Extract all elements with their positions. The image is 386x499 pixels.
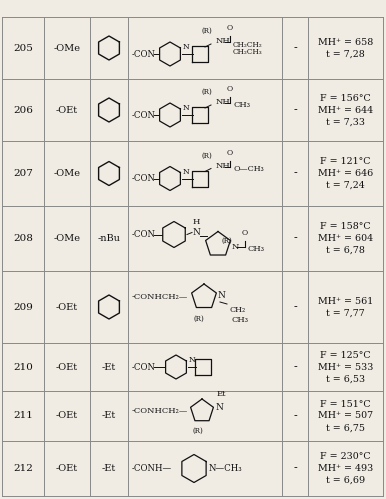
- Text: -OEt: -OEt: [56, 464, 78, 473]
- Text: -: -: [293, 105, 297, 115]
- Text: CH₂: CH₂: [229, 306, 245, 314]
- Text: N: N: [183, 104, 190, 112]
- Text: 210: 210: [13, 362, 33, 371]
- Text: (R): (R): [202, 27, 213, 35]
- Text: 211: 211: [13, 412, 33, 421]
- Text: F = 230°C
MH⁺ = 493
t = 6,69: F = 230°C MH⁺ = 493 t = 6,69: [318, 452, 373, 485]
- Text: -: -: [293, 234, 297, 244]
- Text: O: O: [242, 229, 248, 237]
- Text: -OEt: -OEt: [56, 362, 78, 371]
- Text: N: N: [183, 168, 190, 176]
- Text: 207: 207: [13, 169, 33, 178]
- Text: -: -: [293, 43, 297, 53]
- Text: N: N: [183, 43, 190, 51]
- Text: CH₃: CH₃: [232, 316, 249, 324]
- Text: Et: Et: [217, 390, 227, 398]
- Text: -CON: -CON: [132, 362, 156, 371]
- Text: N: N: [216, 404, 224, 413]
- Text: 208: 208: [13, 234, 33, 243]
- Text: -Et: -Et: [102, 464, 116, 473]
- Text: F = 156°C
MH⁺ = 644
t = 7,33: F = 156°C MH⁺ = 644 t = 7,33: [318, 94, 373, 126]
- Text: N: N: [218, 291, 226, 300]
- Text: -: -: [293, 302, 297, 312]
- Text: NH: NH: [216, 37, 231, 45]
- Text: O: O: [227, 85, 233, 93]
- Text: 212: 212: [13, 464, 33, 473]
- Text: NH: NH: [216, 98, 231, 106]
- Text: 209: 209: [13, 302, 33, 311]
- Text: O—CH₃: O—CH₃: [233, 165, 264, 173]
- Text: (R): (R): [193, 427, 203, 435]
- Text: N: N: [189, 356, 196, 364]
- Text: -CONHCH₂—: -CONHCH₂—: [132, 407, 188, 415]
- Text: F = 121°C
MH⁺ = 646
t = 7,24: F = 121°C MH⁺ = 646 t = 7,24: [318, 157, 373, 190]
- Text: (R): (R): [202, 152, 213, 160]
- Text: CH₃: CH₃: [248, 245, 265, 252]
- Text: CH₃: CH₃: [233, 101, 250, 109]
- Text: 205: 205: [13, 43, 33, 52]
- Text: -CON: -CON: [132, 49, 156, 58]
- Text: H: H: [192, 218, 200, 226]
- Text: CH₂CH₃: CH₂CH₃: [233, 48, 263, 56]
- Text: (R): (R): [222, 237, 233, 245]
- Text: -OMe: -OMe: [54, 234, 81, 243]
- Text: F = 151°C
MH⁺ = 507
t = 6,75: F = 151°C MH⁺ = 507 t = 6,75: [318, 400, 373, 432]
- Text: -: -: [293, 464, 297, 474]
- Text: O: O: [227, 149, 233, 157]
- Text: N: N: [232, 243, 239, 250]
- Text: -OMe: -OMe: [54, 43, 81, 52]
- Text: -CON: -CON: [132, 174, 156, 183]
- Text: 206: 206: [13, 105, 33, 114]
- Text: -: -: [293, 169, 297, 179]
- Text: N: N: [192, 228, 200, 237]
- Text: (R): (R): [194, 315, 204, 323]
- Text: -OEt: -OEt: [56, 302, 78, 311]
- Text: F = 125°C
MH⁺ = 533
t = 6,53: F = 125°C MH⁺ = 533 t = 6,53: [318, 351, 373, 383]
- Text: -OEt: -OEt: [56, 412, 78, 421]
- Text: O: O: [227, 24, 233, 32]
- Text: -nBu: -nBu: [98, 234, 120, 243]
- Text: -CON: -CON: [132, 230, 156, 239]
- Text: -: -: [293, 411, 297, 421]
- Text: -OEt: -OEt: [56, 105, 78, 114]
- Text: F = 158°C
MH⁺ = 604
t = 6,78: F = 158°C MH⁺ = 604 t = 6,78: [318, 222, 373, 255]
- Text: N—CH₃: N—CH₃: [209, 464, 243, 473]
- Text: -: -: [293, 362, 297, 372]
- Text: MH⁺ = 658
t = 7,28: MH⁺ = 658 t = 7,28: [318, 37, 373, 58]
- Text: -CON: -CON: [132, 110, 156, 119]
- Text: MH⁺ = 561
t = 7,77: MH⁺ = 561 t = 7,77: [318, 296, 373, 317]
- Text: -Et: -Et: [102, 412, 116, 421]
- Text: CH₂CH₂: CH₂CH₂: [233, 41, 263, 49]
- Text: -OMe: -OMe: [54, 169, 81, 178]
- Text: (R): (R): [202, 88, 213, 96]
- Text: -Et: -Et: [102, 362, 116, 371]
- Text: -CONHCH₂—: -CONHCH₂—: [132, 293, 188, 301]
- Text: NH: NH: [216, 162, 231, 170]
- Text: -CONH—: -CONH—: [132, 464, 172, 473]
